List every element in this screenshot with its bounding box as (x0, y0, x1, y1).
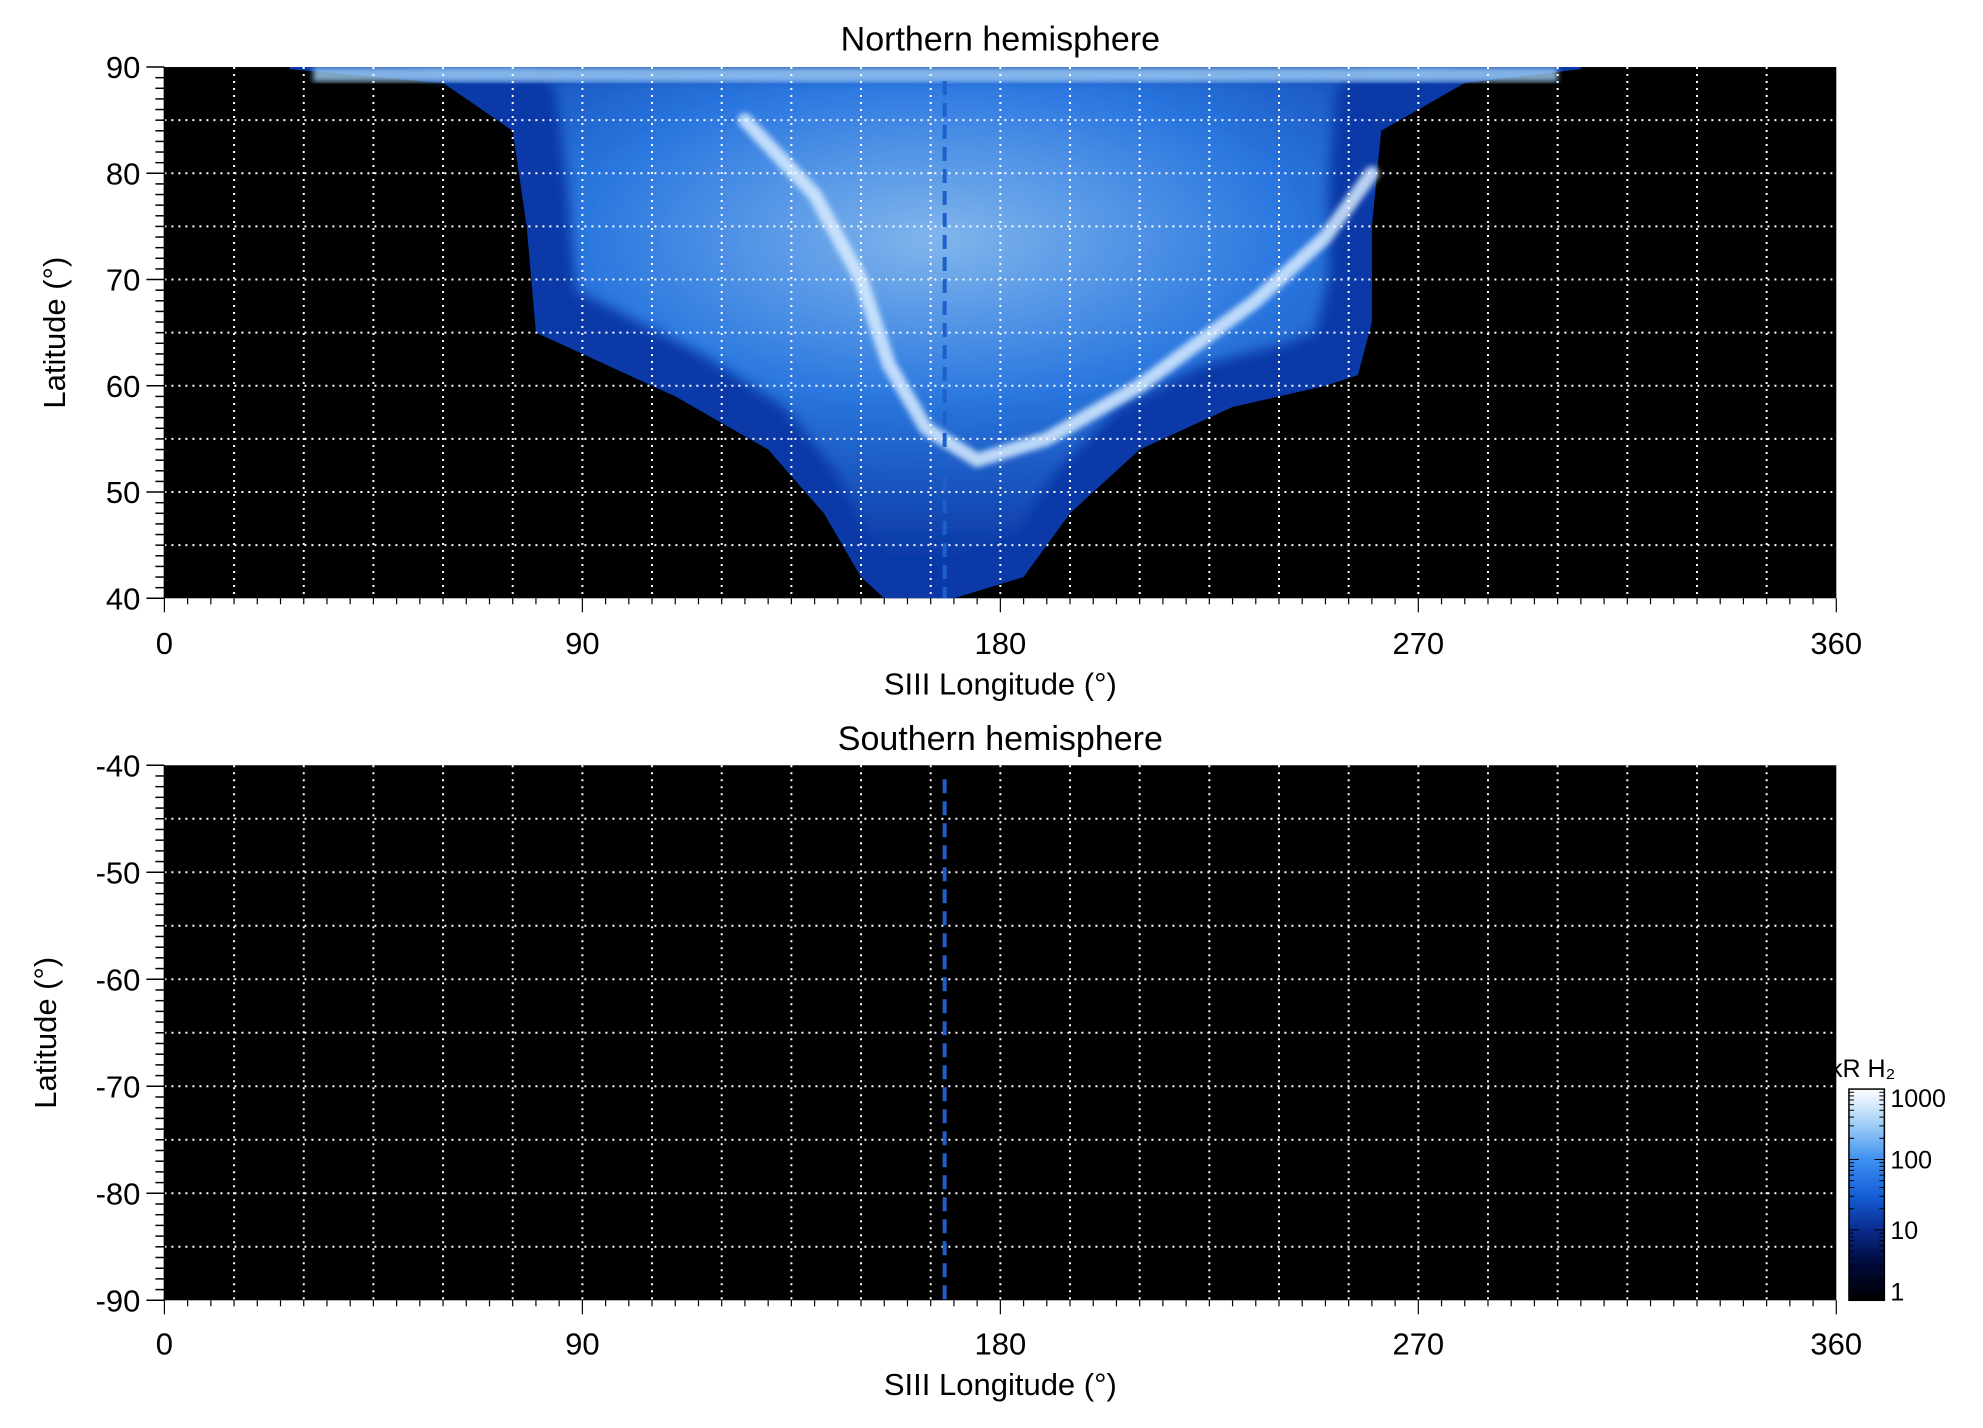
south-x-tick-label: 270 (1392, 1327, 1444, 1362)
colorbar-gradient (1848, 1088, 1886, 1302)
north-y-tick-label: 40 (106, 581, 140, 616)
south-x-tick-label: 360 (1810, 1327, 1862, 1362)
north-y-tick-label: 60 (106, 369, 140, 404)
north-y-axis-label: Latitude (°) (37, 257, 72, 409)
north-y-tick-labels: 40 50 60 70 80 90 (106, 50, 140, 616)
south-panel: Southern hemisphere 0 90 180 270 360 -40… (28, 720, 1862, 1402)
south-x-tick-label: 0 (156, 1327, 173, 1362)
north-ticks (146, 66, 1837, 613)
south-x-tick-label: 180 (974, 1327, 1026, 1362)
north-x-tick-labels: 0 90 180 270 360 (156, 626, 1862, 661)
north-x-tick-label: 0 (156, 626, 173, 661)
colorbar-tick-label: 10 (1890, 1217, 1918, 1245)
north-x-tick-label: 270 (1392, 626, 1444, 661)
colorbar-tick-label: 1 (1890, 1278, 1904, 1306)
north-y-tick-label: 50 (106, 475, 140, 510)
colorbar-ticks (1848, 1091, 1885, 1301)
south-x-tick-labels: 0 90 180 270 360 (156, 1327, 1862, 1362)
south-y-axis-label: Latitude (°) (28, 957, 63, 1109)
north-polar-strip (313, 67, 1558, 82)
north-grid (164, 67, 1837, 599)
colorbar-tick-label: 100 (1890, 1146, 1932, 1174)
north-y-tick-label: 90 (106, 50, 140, 85)
south-ticks (146, 764, 1837, 1315)
south-title: Southern hemisphere (838, 720, 1163, 758)
north-emission-glow (413, 67, 1458, 556)
colorbar-tick-label: 1000 (1890, 1085, 1946, 1113)
north-panel: Northern hemisphere 0 90 180 270 360 40 … (37, 21, 1862, 702)
south-y-tick-label: -90 (96, 1283, 141, 1318)
north-x-tick-label: 360 (1810, 626, 1862, 661)
north-title: Northern hemisphere (841, 21, 1160, 59)
colorbar: kR H₂ 1 10 100 1000 (1830, 1055, 1946, 1306)
south-y-tick-label: -50 (96, 855, 141, 890)
south-y-tick-label: -40 (96, 748, 141, 783)
north-x-tick-label: 180 (974, 626, 1026, 661)
south-x-axis-label: SIII Longitude (°) (884, 1367, 1117, 1402)
south-grid (164, 765, 1837, 1301)
north-y-tick-label: 80 (106, 156, 140, 191)
north-x-tick-label: 90 (565, 626, 599, 661)
south-y-tick-label: -60 (96, 962, 141, 997)
south-y-tick-labels: -40 -50 -60 -70 -80 -90 (96, 748, 141, 1318)
north-y-tick-label: 70 (106, 263, 140, 298)
north-x-axis-label: SIII Longitude (°) (884, 666, 1117, 701)
south-x-tick-label: 90 (565, 1327, 599, 1362)
south-y-tick-label: -70 (96, 1069, 141, 1104)
colorbar-title: kR H₂ (1830, 1055, 1895, 1083)
south-y-tick-label: -80 (96, 1176, 141, 1211)
